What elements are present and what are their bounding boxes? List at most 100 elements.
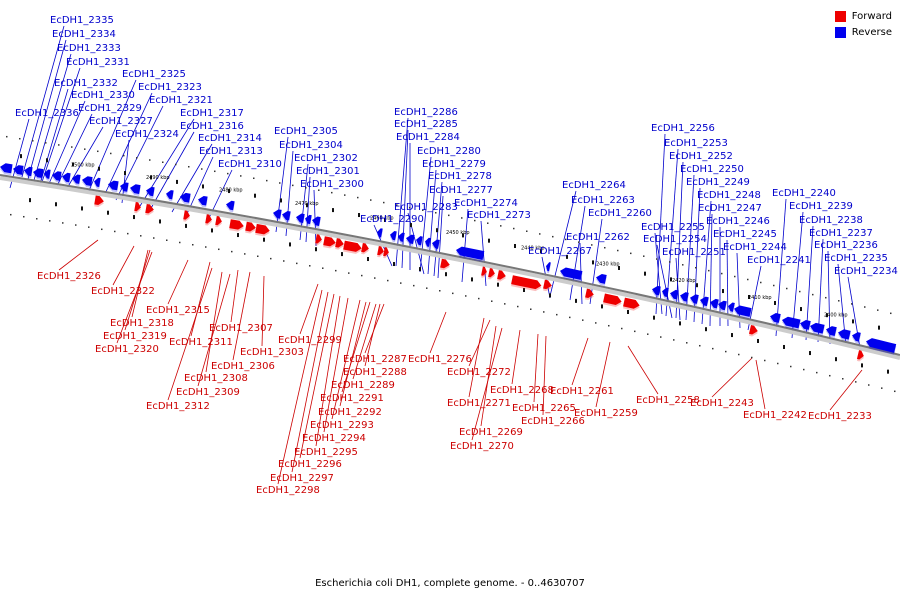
minor-tick-upper (331, 191, 333, 194)
minor-tick-upper (266, 179, 268, 182)
major-tick-lower (757, 338, 759, 343)
reverse-gene (670, 289, 679, 300)
minor-tick-lower (790, 365, 792, 368)
reverse-gene (734, 305, 752, 317)
minor-tick-lower (127, 232, 129, 235)
reverse-gene (146, 186, 155, 197)
minor-tick-upper (487, 222, 489, 224)
major-tick-upper (800, 307, 802, 312)
reverse-gene-label: EcDH1_2263 (571, 195, 635, 206)
minor-tick-lower (881, 387, 883, 389)
forward-gene-label: EcDH1_2289 (331, 380, 395, 391)
major-tick-lower (575, 298, 577, 303)
minor-tick-upper (526, 230, 528, 232)
reverse-gene (432, 239, 440, 249)
forward-gene (255, 223, 270, 235)
minor-tick-lower (647, 333, 649, 335)
reverse-gene-label: EcDH1_2238 (799, 215, 863, 226)
minor-tick-upper (162, 161, 164, 163)
scale-tick-label: 2430 kbp (596, 261, 620, 267)
forward-leader-line (167, 267, 213, 401)
minor-tick-lower (257, 255, 259, 258)
minor-tick-upper (760, 281, 762, 284)
reverse-gene-label: EcDH1_2248 (697, 190, 761, 201)
forward-leader-line (341, 301, 371, 393)
legend-item-forward: Forward (834, 8, 892, 24)
reverse-gene (24, 166, 33, 177)
minor-tick-lower (387, 279, 389, 282)
minor-tick-lower (530, 308, 532, 310)
forward-leader-line (533, 333, 539, 403)
major-tick-upper (202, 184, 204, 189)
minor-tick-upper (539, 233, 541, 235)
minor-tick-upper (396, 204, 398, 206)
forward-leader-line (291, 291, 329, 473)
forward-gene-label: EcDH1_2311 (169, 337, 233, 348)
minor-tick-upper (357, 196, 359, 199)
forward-gene (383, 247, 389, 257)
reverse-gene-label: EcDH1_2304 (279, 140, 343, 151)
reverse-gene-label: EcDH1_2279 (422, 159, 486, 170)
reverse-gene (700, 296, 709, 307)
scale-tick-label: 2410 kbp (748, 295, 772, 301)
minor-tick-lower (868, 384, 870, 386)
forward-gene-label: EcDH1_2320 (95, 344, 159, 355)
minor-tick-lower (348, 272, 350, 274)
forward-gene-label: EcDH1_2258 (636, 395, 700, 406)
minor-tick-lower (335, 269, 337, 272)
reverse-gene-label: EcDH1_2247 (698, 203, 762, 214)
scale-tick-label: 2470 kbp (295, 201, 319, 207)
reverse-gene-label: EcDH1_2240 (772, 188, 836, 199)
forward-leader-line (277, 289, 323, 485)
minor-tick-lower (517, 305, 519, 308)
major-tick-lower (679, 321, 681, 326)
minor-tick-lower (673, 339, 675, 341)
minor-tick-upper (630, 252, 632, 255)
reverse-gene (130, 184, 141, 195)
minor-tick-lower (712, 347, 714, 350)
forward-gene-label: EcDH1_2309 (176, 387, 240, 398)
reverse-gene (62, 172, 71, 183)
forward-gene-label: EcDH1_2322 (91, 286, 155, 297)
minor-tick-lower (465, 295, 467, 297)
major-tick-lower (549, 293, 551, 298)
minor-tick-upper (890, 312, 892, 315)
major-tick-upper (878, 325, 880, 330)
major-tick-lower (471, 277, 473, 282)
reverse-leader-line (33, 53, 72, 181)
reverse-leader-line (589, 218, 603, 305)
minor-tick-lower (23, 215, 25, 218)
forward-gene (497, 270, 506, 280)
minor-tick-upper (253, 177, 255, 180)
major-tick-upper (644, 271, 646, 276)
major-tick-lower (861, 363, 863, 368)
reverse-gene (273, 209, 282, 219)
forward-gene (856, 350, 864, 360)
forward-leader-line (58, 239, 99, 271)
reverse-gene-label: EcDH1_2252 (669, 151, 733, 162)
forward-leader-line (829, 369, 863, 411)
legend-item-reverse: Reverse (834, 24, 892, 40)
reverse-leader-line (41, 67, 81, 183)
reverse-gene (120, 182, 129, 192)
forward-gene-label: EcDH1_2319 (103, 331, 167, 342)
forward-gene-label: EcDH1_2318 (110, 318, 174, 329)
forward-leader-line (511, 329, 521, 385)
reverse-gene-label: EcDH1_2284 (396, 132, 460, 143)
reverse-gene (456, 246, 485, 260)
minor-tick-upper (448, 214, 450, 217)
reverse-leader-line (149, 131, 195, 211)
scale-tick-label: 2500 kbp (71, 162, 95, 168)
reverse-gene (180, 192, 191, 203)
reverse-gene-label: EcDH1_2241 (747, 255, 811, 266)
minor-tick-lower (751, 356, 753, 359)
minor-tick-lower (413, 284, 415, 287)
reverse-gene-label: EcDH1_2249 (686, 177, 750, 188)
reverse-gene (13, 165, 24, 175)
genome-backbone (0, 174, 900, 356)
minor-tick-upper (292, 184, 294, 187)
forward-gene-label: EcDH1_2307 (209, 323, 273, 334)
forward-gene-label: EcDH1_2292 (318, 407, 382, 418)
minor-tick-lower (608, 324, 610, 327)
